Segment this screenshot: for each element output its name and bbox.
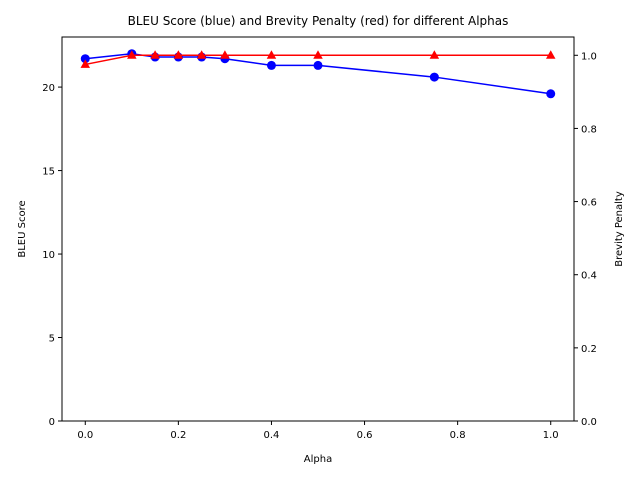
x-tick-label: 1.0 <box>543 430 559 441</box>
data-point-right <box>545 50 556 59</box>
y-tick-label-left: 5 <box>49 334 55 345</box>
data-point-right <box>150 50 160 59</box>
data-point-right <box>220 50 230 59</box>
y-tick-label-left: 10 <box>42 250 55 261</box>
y-axis-label-left: BLEU Score <box>17 200 28 257</box>
series-layer <box>80 49 556 99</box>
y-tick-label-right: 1.0 <box>581 51 597 62</box>
y-tick-label-right: 0.0 <box>581 417 597 428</box>
x-tick-label: 0.2 <box>170 430 186 441</box>
axes-layer: 0.0 0.2 0.4 0.6 0.8 1.0 0 5 10 15 20 0.0 0.2 0.4 0.6 0.… <box>42 51 597 441</box>
data-point-right <box>429 50 440 59</box>
data-point-right <box>173 50 184 59</box>
data-point-right <box>266 50 277 59</box>
y-tick-label-right: 0.4 <box>581 271 597 282</box>
y-tick-label-right: 0.2 <box>581 344 597 355</box>
data-point-left <box>429 72 439 82</box>
plot-frame <box>61 36 575 422</box>
chart-title: BLEU Score (blue) and Brevity Penalty (r… <box>128 14 509 28</box>
data-point-left <box>546 89 556 99</box>
y-tick-label-right: 0.8 <box>581 124 597 135</box>
data-point-right <box>127 50 137 59</box>
data-point-right <box>313 50 323 59</box>
x-axis-label: Alpha <box>304 454 332 465</box>
x-tick-label: 0.4 <box>264 430 280 441</box>
x-tick-label: 0.8 <box>450 430 466 441</box>
data-point-left <box>313 60 323 70</box>
y-tick-label-left: 15 <box>42 167 55 178</box>
x-tick-label: 0.6 <box>357 430 373 441</box>
y-tick-label-right: 0.6 <box>581 198 597 209</box>
data-point-right <box>80 59 91 68</box>
y-tick-label-left: 20 <box>42 83 55 94</box>
y-tick-label-left: 0 <box>49 417 55 428</box>
y-axis-label-right: Brevity Penalty <box>614 191 625 267</box>
data-point-left <box>80 54 90 64</box>
data-point-left <box>266 60 276 70</box>
data-point-right <box>196 50 207 59</box>
x-tick-label: 0.0 <box>77 430 93 441</box>
series-line-right <box>85 54 551 66</box>
